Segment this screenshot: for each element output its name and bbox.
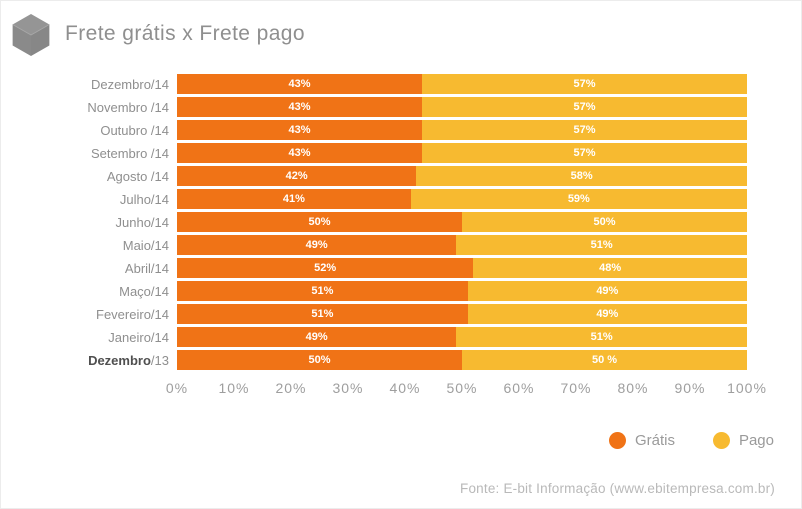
bar-segment-pago: 51% (456, 327, 747, 347)
x-tick-label: 0% (165, 380, 189, 396)
bar-segment-gratis: 42% (177, 166, 417, 186)
bar-segment-gratis: 49% (177, 327, 457, 347)
category-label: Dezembro/14 (90, 76, 169, 92)
bar-row: Maio/14 49% 51% (1, 235, 747, 255)
bar-row: Dezembro/13 50% 50 % (1, 350, 747, 370)
legend-dot-pago (712, 432, 730, 449)
bar-segment-pago: 57% (422, 120, 747, 140)
bar-segment-gratis: 43% (177, 74, 423, 94)
bar-row: Julho/14 41% 59% (1, 189, 747, 209)
bar-row: Novembro /14 43% 57% (1, 97, 747, 117)
bar-row: Fevereiro/14 51% 49% (1, 304, 747, 324)
bar-segment-gratis: 41% (177, 189, 411, 209)
bar-segment-pago: 57% (422, 74, 747, 94)
bar-track: 42% 58% (177, 166, 747, 186)
cube-icon (12, 14, 50, 56)
x-tick-label: 70% (560, 380, 592, 396)
category-label: Fevereiro/14 (96, 306, 169, 322)
bar-track: 41% 59% (177, 189, 747, 209)
legend: Grátis Pago (608, 432, 774, 449)
bar-segment-gratis: 51% (177, 281, 468, 301)
category-label: Junho/14 (115, 214, 170, 230)
bar-row: Abril/14 52% 48% (1, 258, 747, 278)
x-tick-label: 10% (218, 380, 250, 396)
x-tick-label: 90% (674, 380, 706, 396)
legend-item: Pago (712, 432, 774, 449)
bar-segment-pago: 50 % (462, 350, 747, 370)
bar-row: Janeiro/14 49% 51% (1, 327, 747, 347)
bar-track: 49% 51% (177, 235, 747, 255)
category-label: Maio/14 (122, 237, 169, 253)
legend-label: Grátis (634, 432, 675, 449)
bar-track: 50% 50 % (177, 350, 747, 370)
bar-segment-pago: 51% (456, 235, 747, 255)
bar-segment-pago: 57% (422, 97, 747, 117)
x-tick-label: 100% (727, 380, 767, 396)
x-axis: 0% 10% 20% 30% 40% 50% 60% 70% 80% 90% 100% (166, 380, 766, 400)
bar-segment-pago: 59% (410, 189, 747, 209)
page-title: Frete grátis x Frete pago (65, 22, 305, 45)
bar-track: 51% 49% (177, 304, 747, 324)
bar-row: Maço/14 51% 49% (1, 281, 747, 301)
bar-row: Junho/14 50% 50% (1, 212, 747, 232)
bar-row: Agosto /14 42% 58% (1, 166, 747, 186)
category-label: Novembro /14 (87, 99, 169, 115)
category-label: Maço/14 (119, 283, 169, 299)
bar-segment-gratis: 50% (177, 212, 462, 232)
legend-label: Pago (738, 432, 774, 449)
bar-segment-pago: 50% (462, 212, 747, 232)
bar-row: Dezembro/14 43% 57% (1, 74, 747, 94)
bar-segment-gratis: 50% (177, 350, 462, 370)
category-label: Julho/14 (119, 191, 169, 207)
bar-segment-gratis: 52% (177, 258, 474, 278)
bar-track: 51% 49% (177, 281, 747, 301)
bar-segment-pago: 49% (467, 281, 747, 301)
category-label: Janeiro/14 (108, 329, 169, 345)
bar-segment-pago: 58% (416, 166, 747, 186)
bar-segment-gratis: 49% (177, 235, 457, 255)
x-tick-label: 80% (617, 380, 649, 396)
bar-track: 50% 50% (177, 212, 747, 232)
bar-track: 49% 51% (177, 327, 747, 347)
bar-track: 43% 57% (177, 143, 747, 163)
bar-segment-gratis: 51% (177, 304, 468, 324)
x-tick-label: 50% (446, 380, 478, 396)
x-tick-label: 20% (275, 380, 307, 396)
category-label: Agosto /14 (106, 168, 169, 184)
legend-dot-grátis (608, 432, 626, 449)
bar-segment-pago: 49% (467, 304, 747, 324)
bar-track: 52% 48% (177, 258, 747, 278)
x-tick-label: 30% (332, 380, 364, 396)
category-label: Abril/14 (124, 260, 169, 276)
bar-track: 43% 57% (177, 120, 747, 140)
bar-segment-pago: 57% (422, 143, 747, 163)
x-tick-label: 40% (389, 380, 421, 396)
bar-row: Outubro /14 43% 57% (1, 120, 747, 140)
bar-segment-pago: 48% (473, 258, 747, 278)
bar-segment-gratis: 43% (177, 120, 423, 140)
bar-track: 43% 57% (177, 74, 747, 94)
bar-row: Setembro /14 43% 57% (1, 143, 747, 163)
source-note: Fonte: E-bit Informação (www.ebitempresa… (460, 481, 775, 496)
stacked-bar-chart: Dezembro/14 43% 57% Novembro /14 43% 57% Outub… (1, 74, 747, 373)
legend-item: Grátis (608, 432, 675, 449)
category-label: Outubro /14 (100, 122, 169, 138)
bar-segment-gratis: 43% (177, 143, 423, 163)
x-tick-label: 60% (503, 380, 535, 396)
bar-segment-gratis: 43% (177, 97, 423, 117)
bar-track: 43% 57% (177, 97, 747, 117)
category-label: Setembro /14 (90, 145, 169, 161)
category-label: Dezembro/13 (88, 352, 169, 368)
